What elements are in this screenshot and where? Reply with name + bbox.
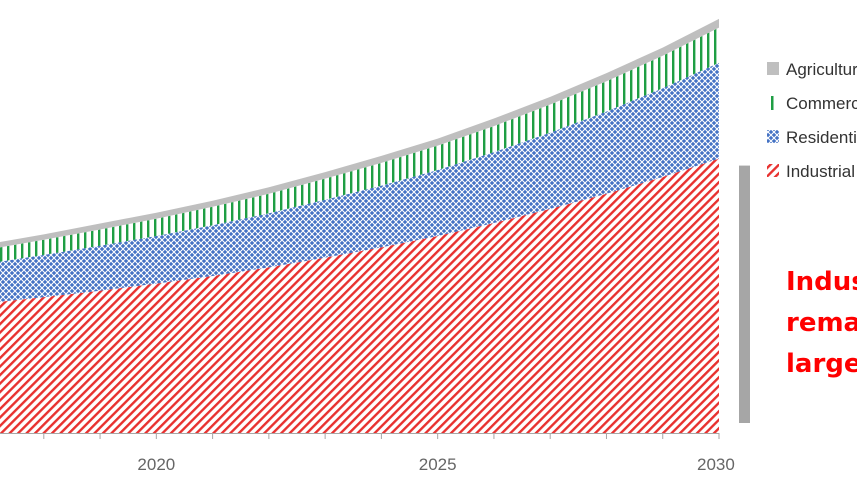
annotation-bracket (739, 165, 750, 423)
legend-label: Commercial (786, 94, 857, 113)
legend-item-commercial: Commercial (771, 94, 857, 113)
x-axis: 2020 2025 2030 (0, 433, 735, 474)
area-residential (0, 62, 719, 302)
legend-item-residential: Residential (767, 128, 857, 147)
legend-label: Industrial (786, 162, 855, 181)
legend-label: Agriculture (786, 60, 857, 79)
annotation-line: Industrial (786, 267, 857, 297)
x-tick-label: 2025 (419, 455, 457, 474)
x-tick-label: 2030 (697, 455, 735, 474)
legend-label: Residential (786, 128, 857, 147)
legend-swatch (771, 96, 774, 110)
legend-swatch (767, 130, 779, 143)
legend-item-industrial: Industrial (767, 162, 855, 181)
legend: Agriculture Commercial Residential Industri… (767, 60, 857, 181)
legend-swatch (767, 164, 779, 177)
area-commercial (0, 27, 719, 262)
area-industrial (0, 158, 719, 433)
x-tick-label: 2020 (137, 455, 175, 474)
legend-swatch (767, 62, 779, 75)
area-layer (0, 18, 719, 433)
annotation-line: largest (786, 349, 857, 379)
legend-item-agriculture: Agriculture (767, 60, 857, 79)
annotation-line: remains (786, 308, 857, 338)
annotation: Industrial remains largest (739, 165, 857, 423)
